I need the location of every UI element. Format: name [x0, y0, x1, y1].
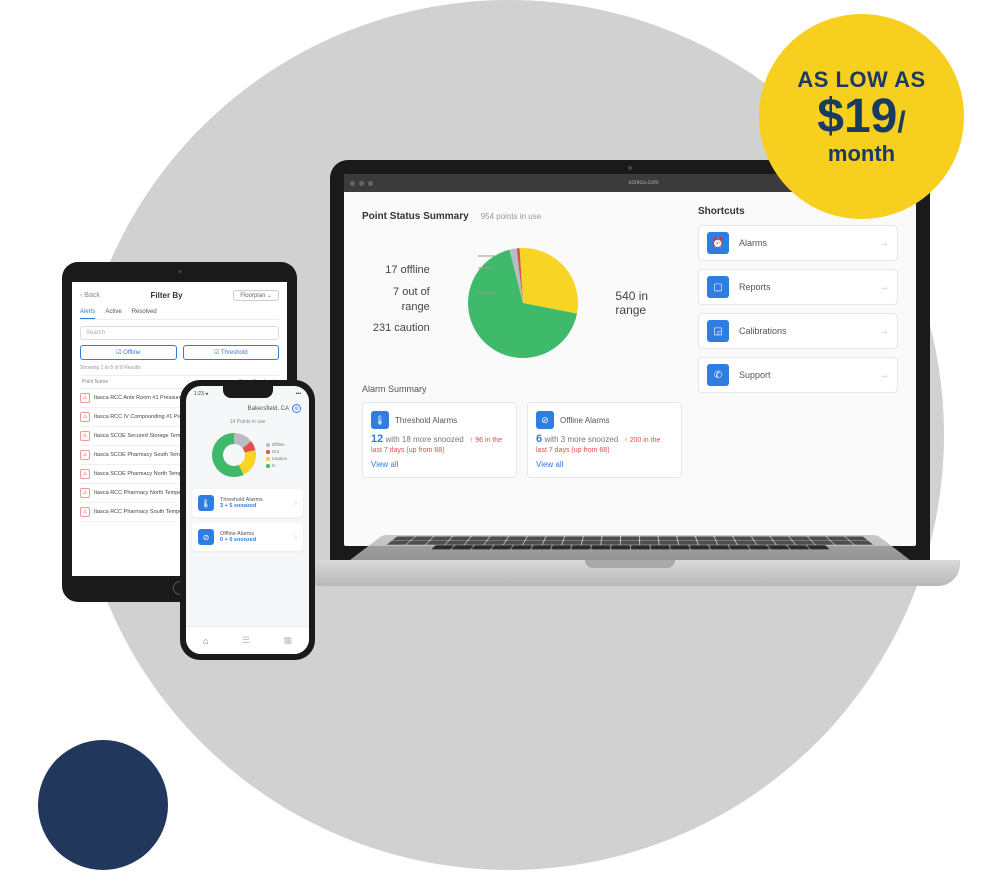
phone-time: 1:23 ◂: [194, 391, 208, 397]
shortcut-icon: ✆: [707, 364, 729, 386]
shortcut-icon: ◲: [707, 320, 729, 342]
navy-accent-circle: [38, 740, 168, 870]
filter-offline[interactable]: ☑ Offline: [80, 345, 177, 360]
chevron-right-icon: ›: [295, 534, 297, 541]
traffic-light-icon: [368, 181, 373, 186]
arrow-right-icon: →: [879, 238, 889, 249]
offline-alarm-card[interactable]: ⊘Offline Alarms 6 with 3 more snoozed↑ 2…: [527, 402, 682, 478]
offline-icon: ⊘: [198, 529, 214, 545]
nav-list-icon[interactable]: ☰: [242, 635, 250, 646]
phone-points: 14 Points in use: [186, 419, 309, 425]
filter-threshold[interactable]: ☑ Threshold: [183, 345, 280, 360]
tab-alerts[interactable]: Alerts: [80, 309, 95, 319]
alarm-icon: ⚠: [80, 469, 90, 479]
shortcut-alarms[interactable]: ⏰Alarms→: [698, 225, 898, 261]
pie-chart: [438, 238, 598, 368]
view-all-link[interactable]: View all: [371, 460, 508, 469]
alarm-summary-title: Alarm Summary: [362, 384, 682, 394]
alarm-icon: ⚠: [80, 393, 90, 403]
tab-resolved[interactable]: Resolved: [132, 309, 157, 315]
phone-bottom-nav: ⌂ ☰ ▦: [186, 626, 309, 654]
search-input[interactable]: Search: [80, 326, 279, 340]
tab-active[interactable]: Active: [105, 309, 121, 315]
phone-notch: [223, 386, 273, 398]
price-amount: $19/: [817, 93, 905, 141]
laptop-device: sonicu.com Point Status Summary954 point…: [300, 160, 960, 586]
alarm-icon: ⚠: [80, 412, 90, 422]
back-button[interactable]: ‹ Back: [80, 292, 100, 299]
phone-threshold-card[interactable]: 🌡 Threshold Alarms3 + 5 snoozed ›: [192, 489, 303, 517]
shortcut-reports[interactable]: ▢Reports→: [698, 269, 898, 305]
arrow-right-icon: →: [879, 326, 889, 337]
price-period: month: [828, 141, 895, 167]
points-in-use: 954 points in use: [481, 212, 542, 221]
alarm-icon: ⚠: [80, 488, 90, 498]
laptop-camera: [628, 166, 632, 170]
tablet-tabs: Alerts Active Resolved: [80, 309, 279, 320]
point-status-title: Point Status Summary: [362, 211, 469, 222]
price-badge: AS LOW AS $19/ month: [759, 14, 964, 219]
phone-screen: 1:23 ◂ ••• Bakersfield, CA⚙ 14 Points in …: [186, 386, 309, 654]
location-icon[interactable]: ⚙: [292, 404, 301, 413]
traffic-light-icon: [350, 181, 355, 186]
col-point-name: Point Name: [82, 379, 108, 385]
shortcut-calibrations[interactable]: ◲Calibrations→: [698, 313, 898, 349]
phone-offline-card[interactable]: ⊘ Offline Alarms0 + 0 snoozed ›: [192, 523, 303, 551]
view-all-link[interactable]: View all: [536, 460, 673, 469]
pie-labels-left: 17 offline 7 out of range 231 caution: [362, 263, 430, 343]
nav-grid-icon[interactable]: ▦: [284, 635, 293, 646]
tablet-title: Filter By: [151, 291, 183, 300]
floorplan-dropdown[interactable]: Floorplan ⌄: [233, 290, 279, 301]
shortcut-support[interactable]: ✆Support→: [698, 357, 898, 393]
laptop-base: [300, 560, 960, 586]
alarm-icon: ⚠: [80, 507, 90, 517]
thermometer-icon: 🌡: [371, 411, 389, 429]
phone-location: Bakersfield, CA: [248, 406, 289, 412]
phone-donut-chart: [208, 429, 260, 481]
phone-device: 1:23 ◂ ••• Bakersfield, CA⚙ 14 Points in …: [180, 380, 315, 660]
alarm-icon: ⚠: [80, 450, 90, 460]
shortcut-icon: ⏰: [707, 232, 729, 254]
nav-home-icon[interactable]: ⌂: [203, 636, 208, 646]
shortcut-icon: ▢: [707, 276, 729, 298]
alarm-icon: ⚠: [80, 431, 90, 441]
phone-signal-icon: •••: [296, 391, 301, 397]
tablet-camera: [178, 270, 181, 273]
arrow-right-icon: →: [879, 370, 889, 381]
offline-icon: ⊘: [536, 411, 554, 429]
traffic-light-icon: [359, 181, 364, 186]
results-count: Showing 1 to 8 of 8 Results: [80, 365, 279, 371]
shortcuts-list: ⏰Alarms→ ▢Reports→ ◲Calibrations→ ✆Support→: [698, 225, 898, 393]
arrow-right-icon: →: [879, 282, 889, 293]
chevron-right-icon: ›: [295, 500, 297, 507]
thermometer-icon: 🌡: [198, 495, 214, 511]
threshold-alarm-card[interactable]: 🌡Threshold Alarms 12 with 18 more snooze…: [362, 402, 517, 478]
pie-label-right: 540 in range: [615, 289, 682, 317]
laptop-screen: sonicu.com Point Status Summary954 point…: [344, 174, 916, 546]
phone-legend: OfflineOutCautionIn: [266, 442, 288, 468]
